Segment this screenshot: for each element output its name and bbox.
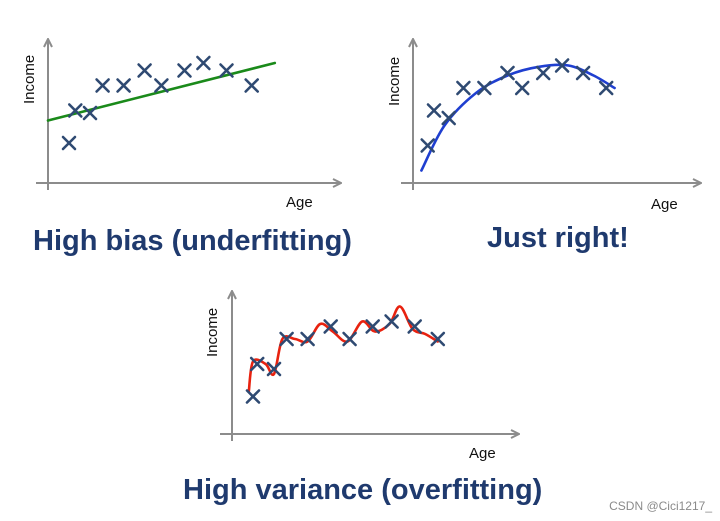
y-axis-label: Income [204, 308, 221, 357]
data-point-marker [514, 80, 530, 96]
caption-justright: Just right! [487, 222, 629, 254]
data-point-marker [177, 63, 192, 78]
data-point-marker [116, 78, 131, 93]
caption-overfit: High variance (overfitting) [183, 474, 542, 506]
fit-curve [46, 61, 277, 122]
data-point-marker [219, 63, 234, 78]
panel-underfit: Income Age High bias (underfitting) [21, 40, 352, 257]
data-point-marker [456, 80, 471, 96]
data-point-marker [323, 319, 339, 334]
y-axis-label: Income [386, 57, 403, 106]
y-axis-label: Income [21, 55, 38, 104]
fit-curve [420, 63, 616, 172]
data-point-marker [477, 80, 492, 96]
fit-curve [247, 305, 440, 393]
data-point-marker [82, 105, 98, 121]
data-point-marker [365, 319, 381, 334]
points-layer [245, 314, 446, 404]
data-point-marker [68, 103, 83, 118]
data-point-marker [249, 356, 265, 372]
data-point-marker [154, 78, 169, 93]
data-point-marker [535, 65, 551, 81]
points-layer [61, 55, 260, 151]
data-point-marker [300, 331, 315, 347]
x-axis-label: Age [469, 445, 496, 462]
data-point-marker [426, 103, 442, 118]
fit-layer [46, 61, 277, 122]
data-point-marker [279, 331, 294, 347]
panel-overfit: Income Age High variance (overfitting) [183, 292, 542, 506]
data-point-marker [575, 65, 591, 81]
data-point-marker [196, 55, 211, 71]
data-point-marker [384, 314, 399, 329]
data-point-marker [554, 58, 570, 73]
points-layer [420, 58, 614, 153]
data-point-marker [95, 78, 110, 93]
fit-layer [247, 305, 440, 393]
data-point-marker [420, 138, 436, 153]
data-point-marker [342, 331, 357, 347]
data-point-marker [61, 135, 77, 151]
data-point-marker [244, 78, 260, 93]
data-point-marker [500, 65, 515, 81]
data-point-marker [137, 63, 152, 78]
x-axis-label: Age [651, 196, 678, 213]
caption-underfit: High bias (underfitting) [33, 225, 352, 257]
x-axis-label: Age [286, 194, 313, 211]
data-point-marker [430, 331, 446, 347]
fit-layer [420, 63, 616, 172]
data-point-marker [407, 319, 423, 334]
data-point-marker [598, 80, 614, 96]
data-point-marker [441, 110, 457, 126]
watermark: CSDN @Cici1217_ [609, 499, 712, 513]
data-point-marker [245, 389, 261, 404]
data-point-marker [266, 361, 282, 377]
panel-justright: Income Age Just right! [386, 40, 700, 254]
